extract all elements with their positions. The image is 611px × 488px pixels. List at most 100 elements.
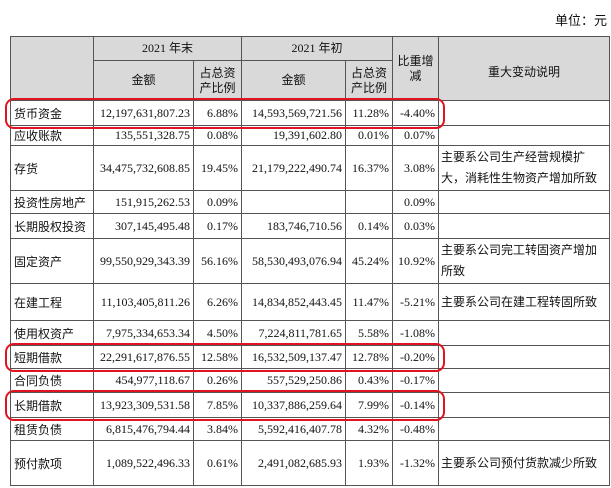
- change-cell: -5.21%: [392, 283, 440, 321]
- item-cell: 短期借款: [10, 345, 94, 369]
- table-row: 长期借款 13,923,309,531.58 7.85% 10,337,886,259…: [10, 392, 611, 418]
- table-row: 固定资产 99,550,929,343.39 56.16% 58,530,493,07…: [10, 238, 611, 284]
- table-row: 合同负债 454,977,118.67 0.26% 557,529,250.86 0.4…: [10, 368, 611, 393]
- begin-amount-cell: 16,532,509,137.47: [241, 345, 347, 369]
- end-ratio-cell: 0.61%: [192, 440, 243, 486]
- end-ratio-cell: 6.26%: [192, 283, 243, 321]
- note-cell: [438, 320, 611, 346]
- change-cell: 0.03%: [392, 213, 440, 239]
- header-cell: 金额: [93, 60, 194, 101]
- unit-label: 单位：元: [554, 13, 607, 28]
- table-row: 长期股权投资 307,145,495.48 0.17% 183,746,710.56 0…: [10, 213, 611, 239]
- change-cell: 3.08%: [392, 145, 440, 191]
- begin-ratio-cell: [345, 190, 394, 214]
- end-amount-cell: 34,475,732,608.85: [93, 145, 194, 191]
- end-ratio-cell: 19.45%: [192, 145, 243, 191]
- end-ratio-cell: 6.88%: [192, 100, 243, 126]
- header-cell: 2021 年初: [241, 36, 394, 61]
- item-cell: 固定资产: [10, 238, 94, 284]
- begin-ratio-cell: 1.93%: [345, 440, 394, 486]
- note-cell: [438, 125, 611, 146]
- begin-amount-cell: 5,592,416,407.78: [241, 417, 347, 441]
- end-amount-cell: 13,923,309,531.58: [93, 392, 194, 418]
- begin-ratio-cell: 45.24%: [345, 238, 394, 284]
- item-cell: 长期借款: [10, 392, 94, 418]
- note-cell: [438, 213, 611, 239]
- begin-ratio-cell: 0.01%: [345, 125, 394, 146]
- begin-amount-cell: 557,529,250.86: [241, 368, 347, 393]
- end-ratio-cell: 4.50%: [192, 320, 243, 346]
- change-cell: -4.40%: [392, 100, 440, 126]
- begin-amount-cell: 21,179,222,490.74: [241, 145, 347, 191]
- table-row: 在建工程 11,103,405,811.26 6.26% 14,834,852,443…: [10, 283, 611, 321]
- table-row: 预付款项 1,089,522,496.33 0.61% 2,491,082,685.9…: [10, 440, 611, 486]
- begin-amount-cell: 14,593,569,721.56: [241, 100, 347, 126]
- item-cell: 货币资金: [10, 100, 94, 126]
- item-cell: 长期股权投资: [10, 213, 94, 239]
- table-body: 货币资金 12,197,631,807.23 6.88% 14,593,569,721…: [10, 100, 611, 486]
- header-cell: 占总资产比例: [345, 60, 394, 101]
- begin-amount-cell: 10,337,886,259.64: [241, 392, 347, 418]
- end-amount-cell: 22,291,617,876.55: [93, 345, 194, 369]
- change-cell: -0.14%: [392, 392, 440, 418]
- end-amount-cell: 1,089,522,496.33: [93, 440, 194, 486]
- table-row: 使用权资产 7,975,334,653.34 4.50% 7,224,811,781.…: [10, 320, 611, 346]
- change-cell: -0.17%: [392, 368, 440, 393]
- end-ratio-cell: 0.09%: [192, 190, 243, 214]
- header-cell: 占总资产比例: [192, 60, 243, 101]
- end-amount-cell: 99,550,929,343.39: [93, 238, 194, 284]
- note-cell: 主要系公司完工转固资产增加所致: [438, 238, 611, 284]
- header-cell: 重大变动说明: [438, 36, 611, 101]
- table-row: 应收账款 135,551,328.75 0.08% 19,391,602.80 0.01…: [10, 125, 611, 146]
- item-cell: 租赁负债: [10, 417, 94, 441]
- note-cell: [438, 368, 611, 393]
- table-row: 投资性房地产 151,915,262.53 0.09% 0.09%: [10, 190, 611, 214]
- note-cell: 主要系公司预付货款减少所致: [438, 440, 611, 486]
- header-cell: 比重增减: [392, 36, 440, 101]
- change-cell: -1.32%: [392, 440, 440, 486]
- header-cell: 2021 年末: [92, 36, 243, 61]
- begin-ratio-cell: 7.99%: [345, 392, 394, 418]
- change-cell: -0.48%: [392, 417, 440, 441]
- begin-amount-cell: [241, 190, 347, 214]
- note-cell: [438, 345, 611, 369]
- end-amount-cell: 307,145,495.48: [93, 213, 194, 239]
- note-cell: [438, 392, 611, 418]
- begin-amount-cell: 183,746,710.56: [241, 213, 347, 239]
- table-row: 租赁负债 6,815,476,794.44 3.84% 5,592,416,407.7…: [10, 417, 611, 441]
- begin-ratio-cell: 0.14%: [345, 213, 394, 239]
- item-cell: 投资性房地产: [10, 190, 94, 214]
- end-amount-cell: 6,815,476,794.44: [93, 417, 194, 441]
- end-amount-cell: 135,551,328.75: [93, 125, 194, 146]
- change-cell: 0.09%: [392, 190, 440, 214]
- asset-table: 2021 年末 2021 年初 比重增减 重大变动说明 金额 占总资产比例 金额…: [10, 36, 611, 486]
- begin-amount-cell: 7,224,811,781.65: [241, 320, 347, 346]
- begin-ratio-cell: 12.78%: [345, 345, 394, 369]
- table-row: 短期借款 22,291,617,876.55 12.58% 16,532,509,13…: [10, 345, 611, 369]
- begin-amount-cell: 19,391,602.80: [241, 125, 347, 146]
- item-cell: 预付款项: [10, 440, 94, 486]
- begin-amount-cell: 58,530,493,076.94: [241, 238, 347, 284]
- end-amount-cell: 12,197,631,807.23: [93, 100, 194, 126]
- begin-amount-cell: 14,834,852,443.45: [241, 283, 347, 321]
- note-cell: 主要系公司在建工程转固所致: [438, 283, 611, 321]
- end-amount-cell: 11,103,405,811.26: [93, 283, 194, 321]
- begin-amount-cell: 2,491,082,685.93: [241, 440, 347, 486]
- end-amount-cell: 454,977,118.67: [93, 368, 194, 393]
- begin-ratio-cell: 0.43%: [345, 368, 394, 393]
- begin-ratio-cell: 5.58%: [345, 320, 394, 346]
- item-cell: 应收账款: [10, 125, 94, 146]
- end-ratio-cell: 0.17%: [192, 213, 243, 239]
- header-cell: [10, 36, 94, 101]
- end-ratio-cell: 7.85%: [192, 392, 243, 418]
- begin-ratio-cell: 11.28%: [345, 100, 394, 126]
- item-cell: 使用权资产: [10, 320, 94, 346]
- table-row: 存货 34,475,732,608.85 19.45% 21,179,222,490.…: [10, 145, 611, 191]
- change-cell: 10.92%: [392, 238, 440, 284]
- end-ratio-cell: 56.16%: [192, 238, 243, 284]
- end-ratio-cell: 0.08%: [192, 125, 243, 146]
- note-cell: [438, 100, 611, 126]
- item-cell: 在建工程: [10, 283, 94, 321]
- table-row: 货币资金 12,197,631,807.23 6.88% 14,593,569,721…: [10, 100, 611, 126]
